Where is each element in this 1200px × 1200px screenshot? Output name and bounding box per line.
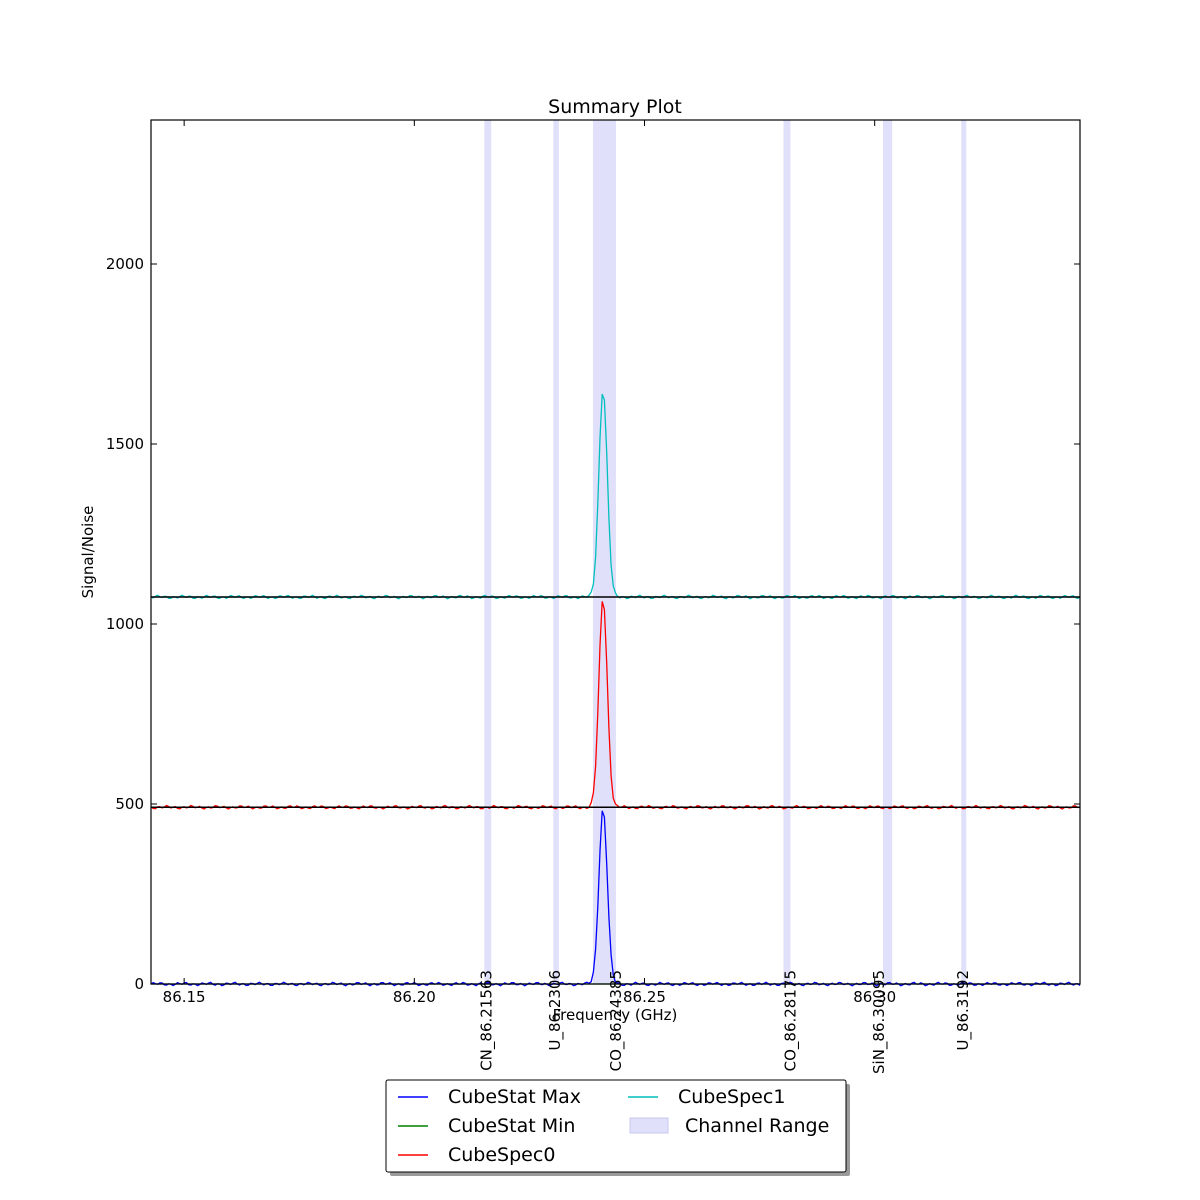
channel-range-band-4 (882, 120, 893, 984)
x-tick-label-0: 86.15 (163, 988, 206, 1006)
y-tick-label-4: 2000 (106, 255, 144, 273)
y-axis-label: Signal/Noise (79, 506, 97, 599)
legend-swatch-4 (629, 1117, 669, 1134)
line-id-label-5: U_86.3192 (954, 970, 973, 1051)
y-tick-label-2: 1000 (106, 615, 144, 633)
legend-label-1: CubeStat Min (448, 1115, 575, 1137)
x-tick-label-1: 86.20 (393, 988, 436, 1006)
axis-ticks: 86.15 86.20 86.25 86.30 0 500 1000 1500 2000 (106, 120, 1080, 1006)
offset-baselines (151, 596, 1080, 809)
legend-label-4: Channel Range (685, 1115, 829, 1137)
legend-label-3: CubeSpec1 (678, 1086, 785, 1108)
x-tick-label-2: 86.25 (623, 988, 666, 1006)
x-axis-label: Frequency (GHz) (553, 1006, 678, 1024)
line-id-labels: CN_86.21563 U_86.2306 CO_86.24385 CO_86.281… (477, 970, 973, 1074)
line-id-label-1: U_86.2306 (546, 970, 565, 1051)
legend-label-2: CubeSpec0 (448, 1144, 555, 1166)
plot-frame (150, 119, 1081, 985)
legend: CubeStat Max CubeStat Min CubeSpec0 CubeSpe… (385, 1079, 850, 1176)
line-id-label-3: CO_86.28175 (782, 970, 801, 1071)
line-id-label-2: CO_86.24385 (607, 970, 626, 1071)
channel-range-band-3 (783, 120, 791, 984)
channel-range-band-1 (553, 120, 559, 984)
y-tick-label-0: 0 (134, 975, 144, 993)
y-tick-label-3: 1500 (106, 435, 144, 453)
legend-box (385, 1079, 847, 1173)
channel-range-band-5 (961, 120, 967, 984)
line-id-label-4: SiN_86.30095 (870, 970, 889, 1074)
channel-range-bands (484, 120, 967, 984)
legend-label-0: CubeStat Max (448, 1086, 581, 1108)
channel-range-band-0 (484, 120, 492, 984)
chart-title: Summary Plot (548, 96, 682, 118)
y-tick-label-1: 500 (115, 795, 144, 813)
x-tick-label-3: 86.30 (853, 988, 896, 1006)
line-id-label-0: CN_86.21563 (477, 970, 496, 1071)
